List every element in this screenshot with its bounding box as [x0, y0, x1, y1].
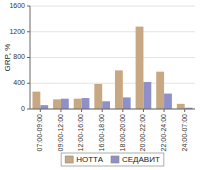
bar — [115, 70, 123, 109]
x-tick — [81, 109, 82, 112]
x-tick — [102, 109, 103, 112]
legend-label: СЕДАВИТ — [122, 155, 160, 164]
bar — [61, 99, 69, 109]
bar — [143, 82, 151, 109]
y-axis-line — [30, 6, 31, 109]
x-tick-label: 07:00-09:00 — [36, 114, 43, 151]
chart-svg: 0 400 800 1200 1600 07:00-09:00 09:00-12:00 12:… — [0, 0, 200, 170]
legend-swatch — [111, 156, 119, 163]
legend: НОТТА СЕДАВИТ — [61, 153, 164, 166]
x-axis-line — [30, 109, 195, 110]
x-tick-label: 09:00-12:00 — [57, 114, 64, 151]
y-tick-label: 1200 — [9, 28, 25, 35]
bar — [32, 92, 40, 109]
y-grid — [30, 6, 195, 109]
x-tick — [184, 109, 185, 112]
bar — [82, 98, 90, 109]
grid-line — [30, 57, 195, 58]
chart-container: 0 400 800 1200 1600 07:00-09:00 09:00-12:00 12:… — [0, 0, 200, 170]
x-tick-label: 12:00-16:00 — [77, 114, 84, 151]
bars — [32, 27, 192, 109]
y-tick-label: 800 — [13, 53, 25, 60]
legend-frame — [61, 153, 164, 166]
x-tick-label: 22:00-24:00 — [160, 114, 167, 151]
y-tick-label: 400 — [13, 79, 25, 86]
grid-line — [30, 109, 195, 110]
bar — [74, 99, 82, 109]
x-tick — [40, 109, 41, 112]
bar-series — [32, 27, 184, 109]
bar-series — [40, 82, 192, 109]
bar — [123, 97, 131, 109]
x-tick — [122, 109, 123, 112]
bar — [40, 105, 48, 109]
x-tick-label: 18:00-20:00 — [119, 114, 126, 151]
bar — [53, 99, 61, 109]
legend-label: НОТТА — [76, 155, 104, 164]
bar — [94, 84, 102, 109]
y-tick-label: 0 — [21, 105, 25, 112]
bar — [136, 27, 144, 109]
bar — [177, 104, 185, 109]
legend-swatch — [65, 156, 73, 163]
x-tick — [60, 109, 61, 112]
grid-line — [30, 83, 195, 84]
x-tick — [164, 109, 165, 112]
x-tick-label: 20:00-22:00 — [139, 114, 146, 151]
bar — [156, 72, 164, 109]
x-tick-label: 16:00-18:00 — [98, 114, 105, 151]
x-tick — [143, 109, 144, 112]
y-axis-label: GRP, % — [3, 44, 12, 72]
grid-line — [30, 6, 195, 7]
grid-line — [30, 31, 195, 32]
x-tick-label: 24:00-07:00 — [181, 114, 188, 151]
y-tick-label: 1600 — [9, 2, 25, 9]
bar — [102, 101, 110, 109]
bar — [164, 94, 172, 109]
